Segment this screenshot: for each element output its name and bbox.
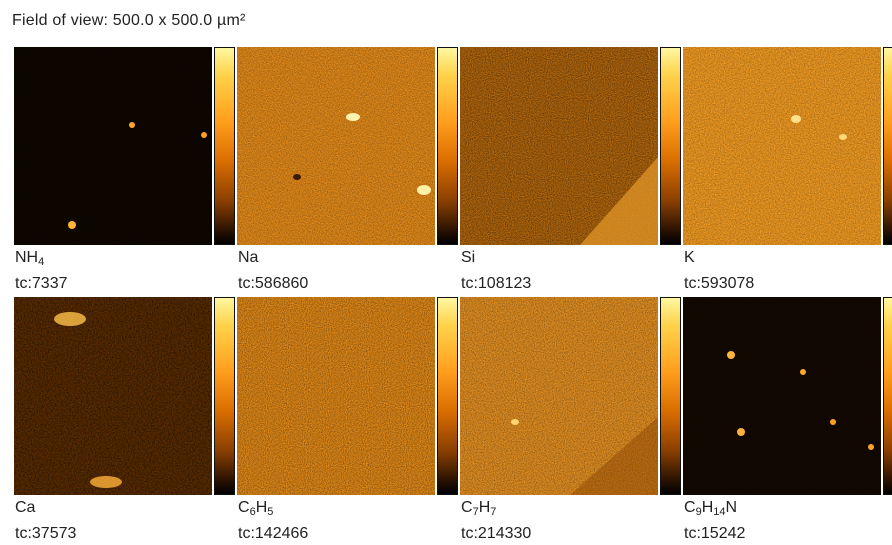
ion-panel-c9h14n: C9H14N tc:15242 [683,297,892,545]
ion-image-c9h14n[interactable] [683,297,881,495]
ion-panel-c7h7: C7H7 tc:214330 [460,297,686,545]
total-counts-label: tc:593078 [684,275,755,292]
total-counts-label: tc:7337 [15,275,68,292]
ion-image-k[interactable] [683,47,881,245]
colorbar [883,47,892,245]
colorbar [214,47,235,245]
species-label: Ca [15,499,36,516]
species-label: Si [461,249,476,266]
species-label: NH4 [15,249,45,268]
colorbar [437,47,458,245]
colorbar [214,297,235,495]
ion-image-na[interactable] [237,47,435,245]
ion-image-si[interactable] [460,47,658,245]
species-label: Na [238,249,259,266]
species-label: C6H5 [238,499,274,518]
ion-image-c7h7[interactable] [460,297,658,495]
ion-panel-na: Na tc:586860 [237,47,463,295]
total-counts-label: tc:37573 [15,525,77,542]
total-counts-label: tc:108123 [461,275,532,292]
ion-panel-k: K tc:593078 [683,47,892,295]
species-label: K [684,249,695,266]
species-label: C7H7 [461,499,497,518]
ion-panel-si: Si tc:108123 [460,47,686,295]
total-counts-label: tc:142466 [238,525,309,542]
ion-panel-ca: Ca tc:37573 [14,297,240,545]
species-label: C9H14N [684,499,738,518]
colorbar [660,47,681,245]
colorbar [883,297,892,495]
ion-image-nh4[interactable] [14,47,212,245]
total-counts-label: tc:586860 [238,275,309,292]
colorbar [437,297,458,495]
ion-image-c6h5[interactable] [237,297,435,495]
ion-panel-nh4: NH4 tc:7337 [14,47,240,295]
field-of-view-label: Field of view: 500.0 x 500.0 µm² [12,12,246,29]
colorbar [660,297,681,495]
ion-panel-c6h5: C6H5 tc:142466 [237,297,463,545]
ion-image-ca[interactable] [14,297,212,495]
total-counts-label: tc:15242 [684,525,746,542]
total-counts-label: tc:214330 [461,525,532,542]
